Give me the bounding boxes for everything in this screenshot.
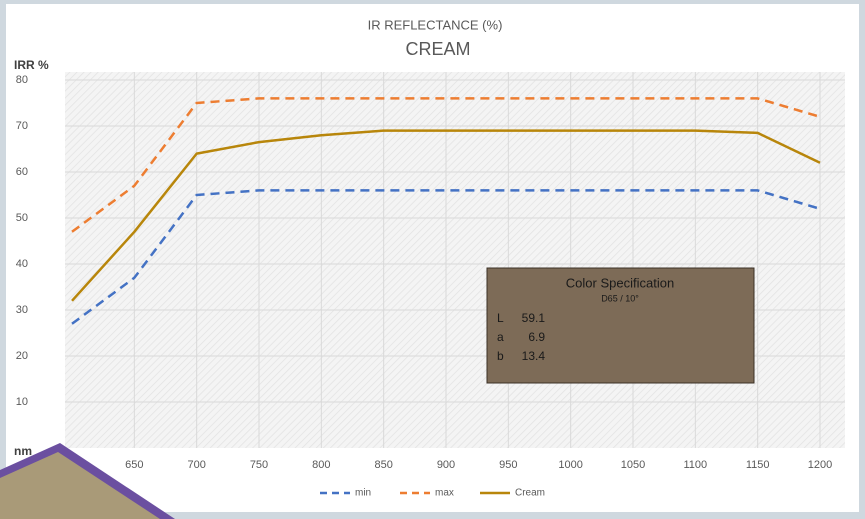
annotation-title: Color Specification bbox=[566, 275, 674, 290]
x-tick-label: 1150 bbox=[746, 459, 770, 471]
legend-label: Cream bbox=[515, 488, 545, 499]
x-tick-label: 850 bbox=[374, 459, 392, 471]
x-tick-label: 700 bbox=[187, 459, 205, 471]
series-line bbox=[71, 129, 821, 302]
annotation-box bbox=[486, 267, 755, 384]
x-tick-label: 800 bbox=[312, 459, 330, 471]
legend-label: min bbox=[355, 488, 371, 499]
chart-title: IR REFLECTANCE (%) bbox=[368, 17, 503, 32]
annotation-label: L bbox=[497, 311, 504, 325]
plot-area bbox=[65, 72, 845, 448]
annotation-value: 59.1 bbox=[522, 311, 546, 325]
x-tick-label: 750 bbox=[250, 459, 268, 471]
annotation-label: b bbox=[497, 349, 504, 363]
series-line bbox=[71, 189, 821, 325]
x-tick-label: 1050 bbox=[621, 459, 645, 471]
y-axis-title: IRR % bbox=[14, 58, 49, 72]
x-tick-label: 1000 bbox=[558, 459, 582, 471]
y-tick-label: 50 bbox=[16, 212, 28, 224]
annotation-label: a bbox=[497, 330, 504, 344]
x-tick-label: 950 bbox=[499, 459, 517, 471]
chart-subtitle: CREAM bbox=[405, 39, 470, 59]
color-spec-box: Color Specification D65 / 10° L 59.1 a 6.9 b… bbox=[486, 267, 755, 384]
x-axis-title: nm bbox=[14, 444, 32, 458]
x-tick-label: 1100 bbox=[684, 459, 708, 471]
corner-photo bbox=[0, 452, 160, 519]
y-tick-label: 30 bbox=[16, 304, 28, 316]
y-tick-label: 80 bbox=[16, 74, 28, 86]
annotation-value: 6.9 bbox=[528, 330, 545, 344]
y-tick-label: 10 bbox=[16, 396, 28, 408]
y-tick-label: 60 bbox=[16, 166, 28, 178]
y-tick-label: 70 bbox=[16, 120, 28, 132]
annotation-value: 13.4 bbox=[522, 349, 546, 363]
x-tick-label: 1200 bbox=[808, 459, 832, 471]
y-tick-label: 20 bbox=[16, 350, 28, 362]
x-tick-label: 650 bbox=[125, 459, 143, 471]
legend-label: max bbox=[435, 488, 454, 499]
series-line bbox=[71, 97, 821, 233]
annotation-subtitle: D65 / 10° bbox=[601, 293, 639, 303]
y-tick-label: 40 bbox=[16, 258, 28, 270]
x-tick-label: 900 bbox=[437, 459, 455, 471]
